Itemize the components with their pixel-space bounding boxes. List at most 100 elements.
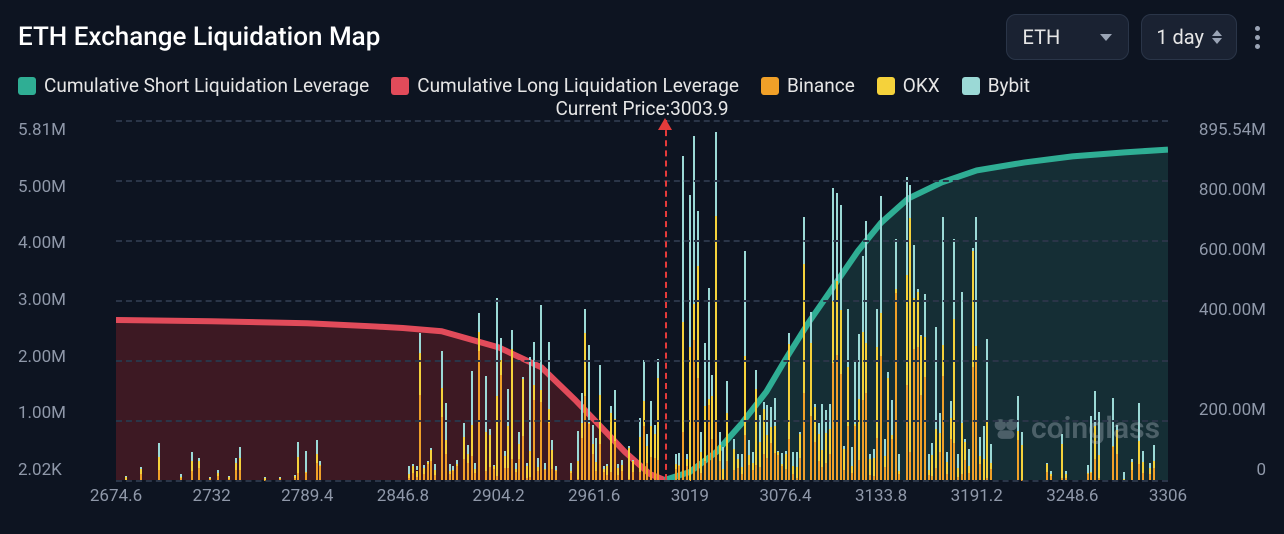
bar-segment	[792, 452, 794, 466]
bar-segment	[500, 375, 502, 480]
bar-segment	[445, 440, 447, 453]
bar-segment	[522, 379, 524, 437]
bar-segment	[939, 433, 941, 452]
bar-segment	[621, 460, 623, 465]
x-axis: 2674.627322789.42846.82904.22961.6301930…	[116, 486, 1168, 520]
legend-item[interactable]: Bybit	[962, 74, 1030, 97]
bar-segment	[584, 396, 586, 480]
bar-segment	[1153, 461, 1155, 467]
asset-dropdown[interactable]: ETH	[1006, 14, 1130, 60]
bar-segment	[551, 450, 553, 468]
bar-segment	[592, 444, 594, 455]
bar-segment	[471, 371, 473, 424]
bar-segment	[832, 301, 834, 363]
bar-segment	[939, 413, 941, 433]
bar-segment	[946, 452, 948, 461]
legend-item[interactable]: Cumulative Short Liquidation Leverage	[18, 74, 369, 97]
bar-segment	[646, 434, 648, 446]
legend-item[interactable]: Cumulative Long Liquidation Leverage	[391, 74, 739, 97]
bar-segment	[939, 452, 941, 480]
bar-segment	[766, 435, 768, 458]
bar-segment	[847, 426, 849, 480]
x-tick: 3248.6	[1046, 486, 1098, 506]
legend-item[interactable]: OKX	[877, 74, 940, 97]
bar-segment	[686, 466, 688, 480]
bar-segment	[836, 355, 838, 480]
bar-segment	[588, 424, 590, 480]
bar-segment	[733, 470, 735, 480]
bar-segment	[913, 349, 915, 480]
bar-segment	[697, 378, 699, 480]
bar-segment	[726, 461, 728, 480]
bar-segment	[467, 445, 469, 454]
bar-segment	[700, 452, 702, 473]
bar-segment	[935, 429, 937, 467]
bar-segment	[319, 465, 321, 466]
bar-segment	[540, 390, 542, 401]
bar-segment	[646, 463, 648, 480]
bar-segment	[722, 469, 724, 478]
bar-segment	[862, 400, 864, 480]
bar-segment	[1098, 455, 1100, 478]
bar-segment	[555, 466, 557, 470]
grid-line	[116, 480, 1168, 482]
bar-segment	[1050, 474, 1052, 476]
bar-segment	[570, 471, 572, 473]
bar-segment	[1094, 459, 1096, 480]
bar-segment	[675, 469, 677, 480]
bar-segment	[1138, 403, 1140, 441]
bar-segment	[570, 463, 572, 470]
bar-segment	[979, 437, 981, 456]
legend-item[interactable]: Binance	[761, 74, 855, 97]
bar-segment	[781, 464, 783, 466]
bar-segment	[906, 385, 908, 480]
timeframe-dropdown[interactable]: 1 day	[1141, 14, 1237, 60]
bar-segment	[610, 406, 612, 412]
bar-segment	[1065, 474, 1067, 478]
bar-segment	[599, 444, 601, 480]
x-tick: 2846.8	[377, 486, 429, 506]
header-controls: ETH 1 day	[1006, 14, 1266, 60]
chart-plot-area[interactable]: coinglass	[116, 120, 1168, 480]
bar-segment	[316, 440, 318, 454]
more-menu-button[interactable]	[1249, 18, 1266, 57]
bar-segment	[449, 464, 451, 471]
bar-segment	[876, 309, 878, 347]
bar-segment	[643, 360, 645, 401]
y-right-tick: 800.00M	[1176, 180, 1266, 200]
bar-segment	[1061, 444, 1063, 478]
bar-segment	[964, 442, 966, 460]
bar-segment	[924, 377, 926, 480]
bar-segment	[909, 185, 911, 218]
bar-segment	[755, 465, 757, 480]
bar-segment	[441, 388, 443, 416]
bar-segment	[931, 455, 933, 476]
bar-segment	[522, 377, 524, 379]
bar-segment	[810, 312, 812, 343]
bar-segment	[700, 432, 702, 451]
bar-segment	[595, 462, 597, 471]
bar-segment	[847, 309, 849, 368]
bar-segment	[920, 335, 922, 336]
bar-segment	[953, 239, 955, 320]
bar-segment	[920, 336, 922, 395]
bar-segment	[584, 333, 586, 397]
bar-segment	[854, 362, 856, 424]
bar-segment	[1017, 440, 1019, 480]
bar-segment	[814, 442, 816, 480]
bar-segment	[759, 415, 761, 442]
y-right-tick: 400.00M	[1176, 300, 1266, 320]
bar-segment	[1116, 430, 1118, 454]
bar-segment	[975, 217, 977, 346]
bar-segment	[537, 471, 539, 480]
bar-segment	[744, 251, 746, 355]
bar-segment	[474, 473, 476, 480]
bar-segment	[1116, 425, 1118, 431]
bar-segment	[463, 459, 465, 480]
bar-segment	[682, 322, 684, 432]
bar-segment	[737, 459, 739, 468]
y-axis-right: 895.54M800.00M600.00M400.00M200.00M0	[1176, 120, 1266, 480]
timeframe-dropdown-value: 1 day	[1156, 25, 1204, 49]
bar-segment	[657, 460, 659, 480]
bar-segment	[763, 402, 765, 410]
